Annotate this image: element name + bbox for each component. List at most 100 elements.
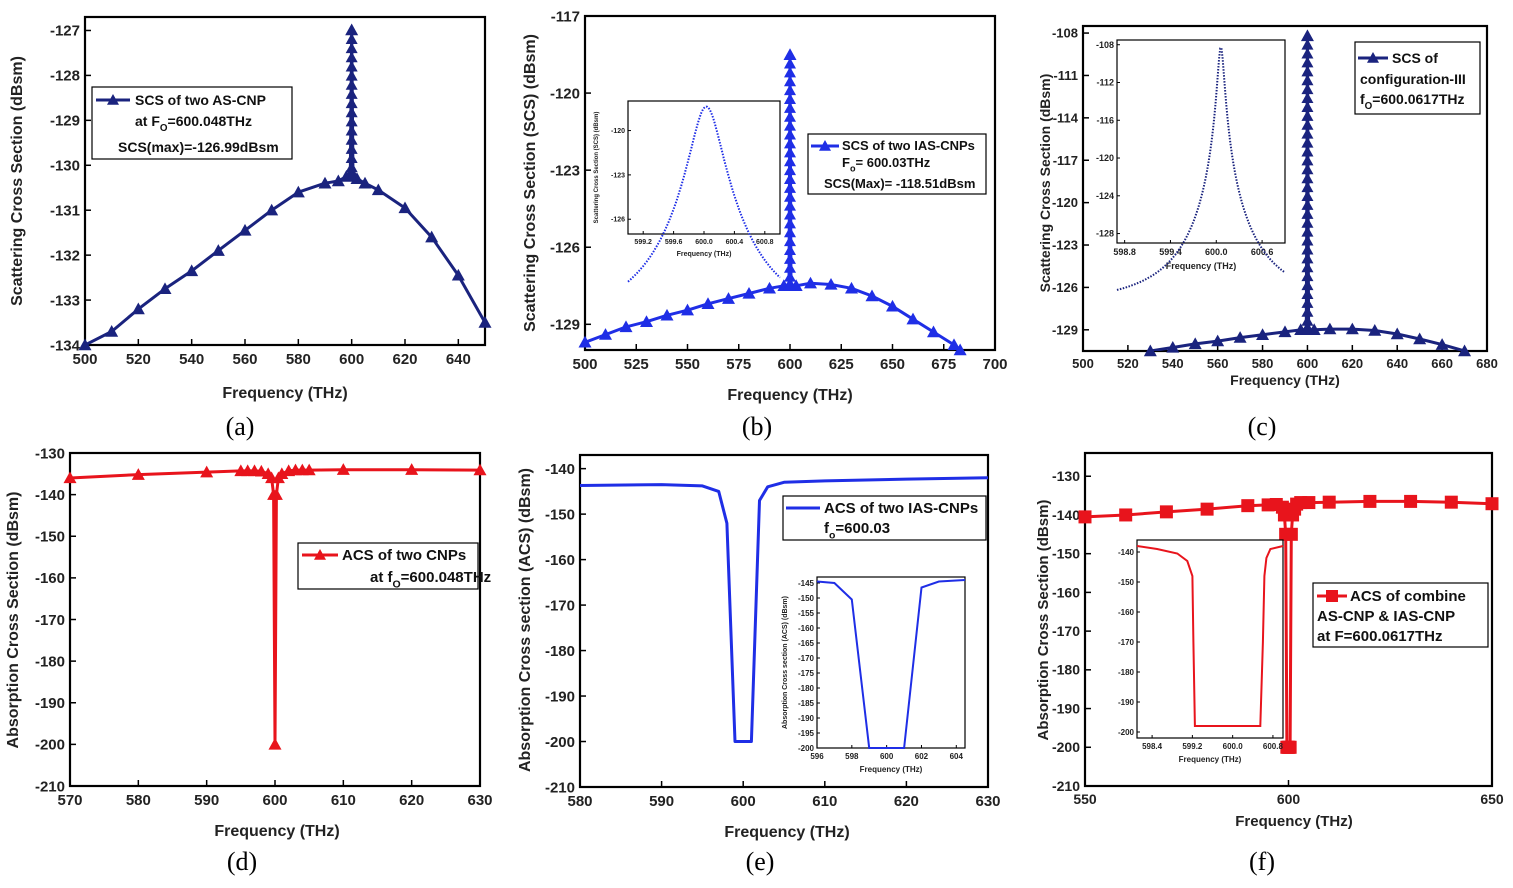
chart-e-x-tick-label: 630 (975, 793, 1000, 810)
chart-c-peak-point (1301, 74, 1314, 86)
chart-b-inset-x-axis-title: Frequency (THz) (677, 251, 732, 258)
chart-d-data-point (131, 468, 145, 480)
chart-d-x-tick-label: 610 (331, 792, 356, 809)
chart-e-inset-x-tick-label: 598 (845, 752, 859, 761)
chart-c-x-tick-label: 600 (1297, 356, 1319, 371)
chart-c-peak-point (1301, 234, 1314, 246)
chart-f-inset-y-tick-label: -180 (1118, 668, 1135, 677)
chart-a-data-point (425, 230, 439, 243)
chart-b-inset-y-tick-label: -126 (611, 217, 625, 224)
chart-e-y-tick-label: -140 (545, 461, 575, 478)
chart-f-data-point (1283, 740, 1297, 754)
chart-b-data-point (927, 325, 940, 338)
chart-d-x-tick-label: 620 (399, 792, 424, 809)
chart-b-peak-point (784, 75, 796, 87)
chart-b-data-point (681, 303, 694, 316)
chart-c-x-tick-label: 660 (1431, 356, 1453, 371)
chart-f-inset-x-tick-label: 600.0 (1223, 742, 1244, 751)
chart-b-peak-point (784, 164, 796, 176)
chart-e-inset-curve (816, 579, 966, 749)
chart-e-y-tick-label: -170 (545, 597, 575, 614)
chart-a-peak-point (345, 133, 358, 145)
chart-c-peak-point (1301, 252, 1314, 264)
chart-f-inset-curve (1136, 545, 1284, 727)
chart-e-x-tick-label: 600 (731, 793, 756, 810)
chart-f: 550 600 650 -130 -140 -150 -160 -170 -180 -190 -20… (1035, 451, 1504, 876)
chart-e-inset-y-tick-label: -195 (798, 729, 815, 738)
chart-f-data-point (1363, 494, 1377, 508)
chart-a-data-point (358, 176, 372, 189)
chart-f-data-point (1302, 496, 1316, 510)
chart-c-peak-point (1301, 29, 1314, 41)
chart-d-data-point (405, 463, 419, 475)
chart-f-inset-y-tick-label: -140 (1118, 548, 1135, 557)
chart-c-peak-point (1301, 216, 1314, 228)
chart-e-inset-y-tick-label: -145 (798, 579, 815, 588)
chart-d-y-tick-label: -210 (35, 778, 65, 795)
chart-b-y-tick-label: -126 (550, 239, 580, 256)
chart-c-peak-point (1301, 279, 1314, 291)
chart-a-data-point (451, 268, 465, 281)
chart-d-y-tick-label: -150 (35, 529, 65, 546)
chart-c-peak-point (1301, 154, 1314, 166)
chart-b-x-axis-title: Frequency (THz) (727, 387, 852, 404)
chart-c-data-point (1390, 327, 1404, 340)
chart-e-series-line (580, 476, 988, 743)
chart-b-peak-point (784, 253, 796, 264)
chart-b-data-point (953, 343, 967, 356)
chart-b-data-point (845, 281, 858, 294)
chart-a-x-tick-label: 600 (339, 351, 364, 368)
chart-c-caption: (c) (1248, 412, 1277, 441)
chart-f-legend-box (1312, 582, 1489, 648)
chart-a-peak-point (345, 106, 358, 118)
chart-c-inset-x-axis-title: Frequency (THz) (1166, 261, 1237, 271)
chart-f-y-tick-label: -130 (1052, 468, 1080, 484)
chart-c-peak-point (1301, 297, 1314, 308)
chart-b-x-tick-label: 625 (829, 356, 854, 373)
chart-c-data-point (1323, 322, 1337, 335)
chart-d-y-tick-label: -130 (35, 445, 65, 462)
chart-c-peak-point (1301, 172, 1314, 184)
chart-c-peak-point (1301, 110, 1314, 121)
chart-a-peak-point (345, 97, 358, 109)
chart-a-x-axis-title: Frequency (THz) (222, 385, 347, 402)
chart-d-data-point (63, 471, 77, 484)
chart-f-legend-text: ACS of combine (1350, 588, 1466, 605)
chart-e-inset-y-tick-label: -165 (798, 639, 815, 648)
chart-a-frame (83, 15, 487, 347)
chart-a-y-tick-label: -129 (50, 113, 80, 130)
chart-f-inset-y-tick-label: -190 (1118, 698, 1135, 707)
chart-e-inset-y-tick-label: -185 (798, 699, 815, 708)
chart-a-x-tick-label: 500 (72, 351, 97, 368)
chart-c-inset-x-tick-label: 598.8 (1113, 247, 1136, 257)
chart-e-legend-text: fo=600.03 (824, 520, 890, 541)
chart-e-y-tick-label: -210 (545, 779, 575, 796)
chart-f-inset-x-tick-label: 598.4 (1142, 742, 1163, 751)
chart-a-peak-point (345, 170, 358, 182)
chart-d-data-point (269, 488, 283, 500)
chart-d-legend-text: at fO=600.048THz (370, 569, 491, 590)
chart-f-y-tick-label: -200 (1052, 739, 1080, 755)
chart-f-y-tick-label: -180 (1052, 662, 1080, 678)
chart-e-x-tick-label: 610 (812, 793, 837, 810)
chart-f-data-point (1322, 495, 1336, 509)
chart-a-data-point (158, 282, 172, 295)
chart-e-inset-y-tick-label: -200 (798, 744, 815, 753)
chart-b-peak-point (784, 226, 796, 238)
chart-c-x-tick-label: 520 (1117, 356, 1139, 371)
chart-a-y-axis-title: Scattering Cross Section (dBsm) (9, 56, 26, 306)
chart-e-inset-x-tick-label: 604 (950, 752, 964, 761)
chart-c-y-tick-label: -114 (1053, 110, 1079, 125)
chart-a-caption: (a) (226, 412, 255, 441)
chart-b-y-tick-label: -120 (550, 85, 580, 102)
chart-c-x-axis-title: Frequency (THz) (1230, 372, 1340, 388)
chart-b-data-point (619, 320, 633, 333)
chart-b-inset-x-tick-label: 599.6 (665, 239, 683, 246)
chart-e-x-tick-label: 580 (567, 793, 592, 810)
chart-c-x-tick-label: 540 (1162, 356, 1184, 371)
chart-b-x-tick-label: 550 (675, 356, 700, 373)
chart-b-peak-point (784, 110, 796, 122)
chart-b-data-point (578, 335, 592, 348)
chart-b-peak-point (784, 84, 796, 96)
